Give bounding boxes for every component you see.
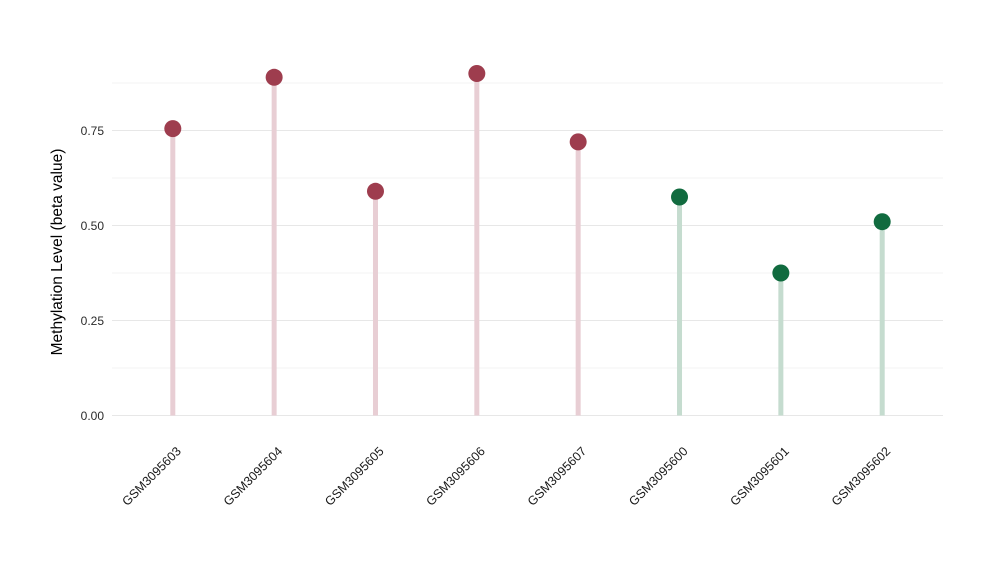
lollipop-dots bbox=[164, 65, 891, 282]
lollipop-stems bbox=[170, 73, 885, 416]
x-tick-label-GSM3095606: GSM3095606 bbox=[424, 444, 488, 508]
x-axis-tick-labels: GSM3095603 GSM3095604 GSM3095605 GSM3095606… bbox=[119, 444, 893, 508]
y-tick-label-0.50: 0.50 bbox=[81, 219, 105, 233]
x-tick-label-GSM3095607: GSM3095607 bbox=[525, 444, 589, 508]
lollipop-point-GSM3095601 bbox=[772, 264, 790, 282]
y-tick-label-0.00: 0.00 bbox=[81, 409, 105, 423]
lollipop-point-GSM3095607 bbox=[569, 133, 587, 151]
lollipop-point-GSM3095604 bbox=[265, 68, 283, 86]
x-tick-label-GSM3095605: GSM3095605 bbox=[322, 444, 386, 508]
x-tick-label-GSM3095604: GSM3095604 bbox=[221, 444, 285, 508]
lollipop-point-GSM3095605 bbox=[366, 182, 384, 200]
lollipop-point-GSM3095606 bbox=[468, 65, 486, 82]
lollipop-point-GSM3095602 bbox=[873, 213, 891, 231]
y-tick-label-0.25: 0.25 bbox=[81, 314, 105, 328]
lollipop-point-GSM3095600 bbox=[671, 188, 689, 206]
y-tick-label-0.75: 0.75 bbox=[81, 124, 105, 138]
x-tick-label-GSM3095600: GSM3095600 bbox=[626, 444, 690, 508]
x-tick-label-GSM3095602: GSM3095602 bbox=[829, 444, 893, 508]
y-axis-tick-labels: 0.00 0.25 0.50 0.75 bbox=[81, 124, 105, 423]
gridlines bbox=[112, 82, 943, 417]
x-tick-label-GSM3095603: GSM3095603 bbox=[119, 444, 183, 508]
y-axis-title: Methylation Level (beta value) bbox=[49, 149, 66, 356]
lollipop-point-GSM3095603 bbox=[164, 120, 182, 138]
x-tick-label-GSM3095601: GSM3095601 bbox=[728, 444, 792, 508]
